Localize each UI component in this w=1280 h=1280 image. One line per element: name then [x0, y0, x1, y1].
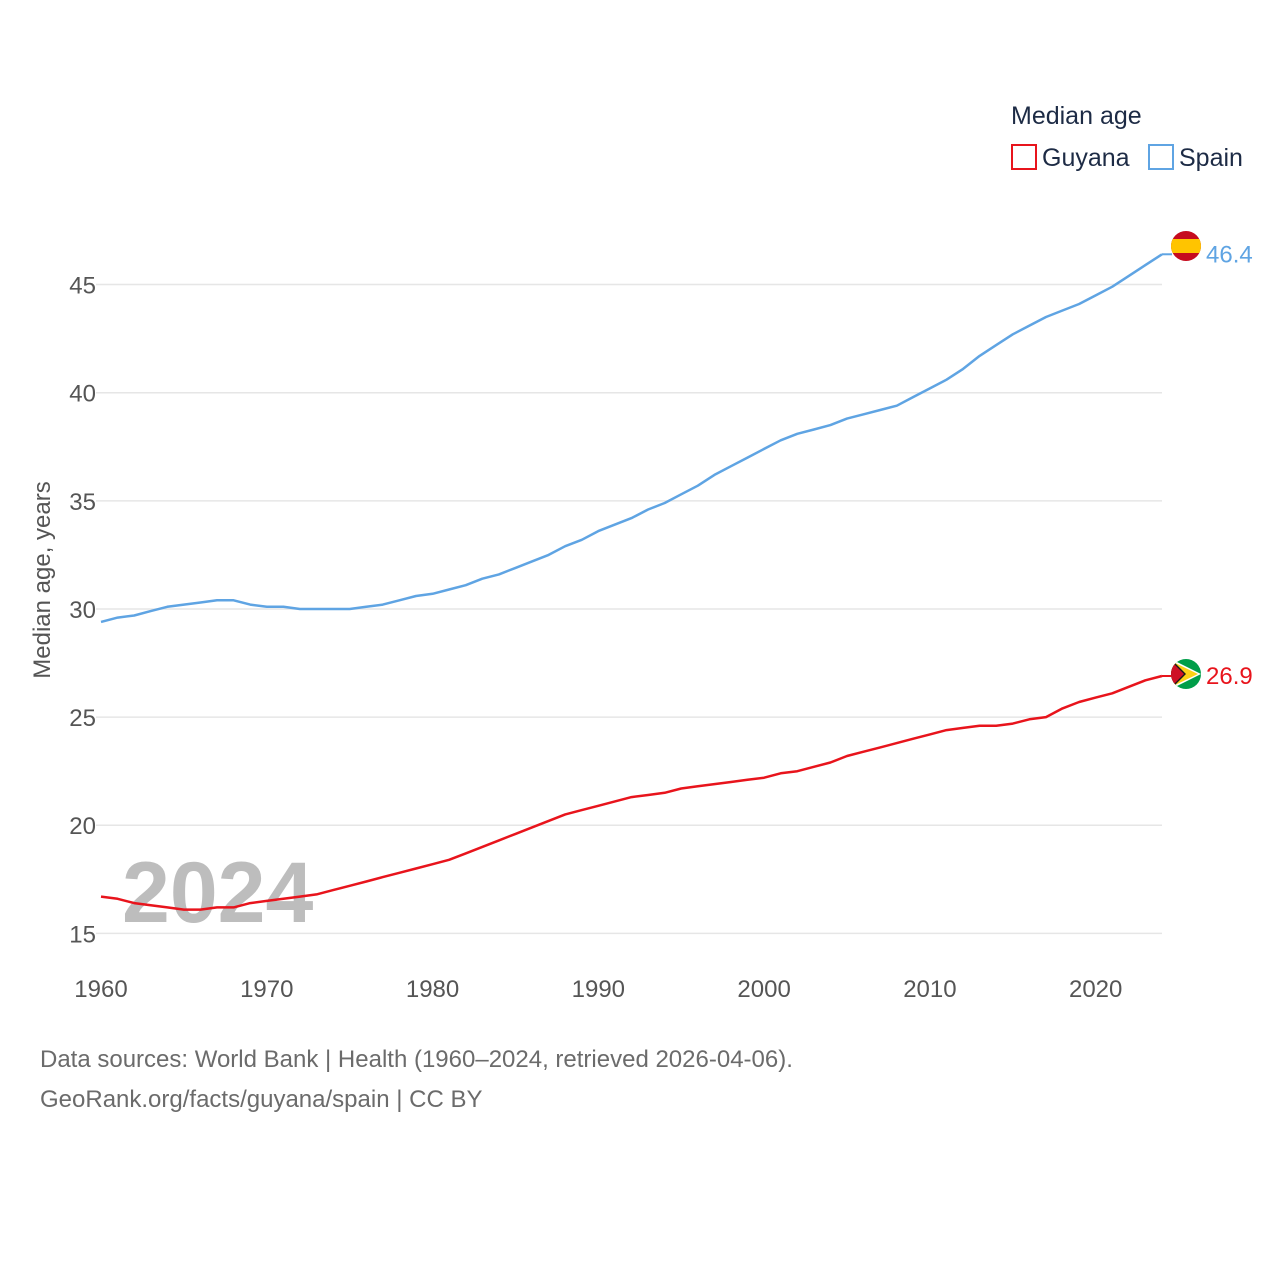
y-tick-label: 40 — [69, 381, 96, 408]
year-watermark: 2024 — [122, 845, 313, 941]
legend-item-guyana[interactable]: Guyana — [1011, 144, 1130, 172]
y-tick-label: 30 — [69, 597, 96, 624]
legend-item-spain[interactable]: Spain — [1148, 144, 1243, 172]
end-value-label-guyana: 26.9 — [1206, 663, 1253, 690]
series-lines — [100, 253, 1163, 911]
x-tick-label: 2000 — [737, 976, 790, 1003]
data-sources-text: Data sources: World Bank | Health (1960–… — [40, 1046, 793, 1073]
legend-swatch-spain — [1148, 144, 1174, 170]
x-tick-label: 1970 — [240, 976, 293, 1003]
x-tick-label: 1980 — [406, 976, 459, 1003]
y-axis-ticks: 15 20 25 30 35 40 45 — [69, 273, 96, 949]
end-value-label-spain: 46.4 — [1206, 241, 1253, 268]
y-tick-label: 45 — [69, 273, 96, 300]
series-end-markers: 26.9 46.4 — [1162, 241, 1253, 690]
y-tick-label: 15 — [69, 921, 96, 948]
attribution-link[interactable]: GeoRank.org/facts/guyana/spain | CC BY — [40, 1086, 483, 1113]
legend-label-guyana: Guyana — [1042, 144, 1130, 172]
y-tick-label: 35 — [69, 489, 96, 516]
x-tick-label: 1960 — [74, 976, 127, 1003]
spain-flag-icon — [1171, 231, 1201, 261]
x-tick-label: 1990 — [572, 976, 625, 1003]
y-axis-label: Median age, years — [29, 481, 56, 678]
x-tick-label: 2010 — [903, 976, 956, 1003]
legend-swatch-guyana — [1011, 144, 1037, 170]
series-line-spain[interactable] — [100, 253, 1163, 624]
legend-title: Median age — [1011, 102, 1142, 130]
y-tick-label: 20 — [69, 813, 96, 840]
footer: Data sources: World Bank | Health (1960–… — [40, 1040, 793, 1120]
x-axis-ticks: 1960 1970 1980 1990 2000 2010 2020 — [74, 976, 1122, 1003]
guyana-flag-icon — [1171, 659, 1201, 689]
x-tick-label: 2020 — [1069, 976, 1122, 1003]
gridlines — [96, 283, 1162, 935]
legend-label-spain: Spain — [1179, 144, 1243, 172]
y-tick-label: 25 — [69, 705, 96, 732]
series-line-guyana[interactable] — [100, 674, 1163, 911]
